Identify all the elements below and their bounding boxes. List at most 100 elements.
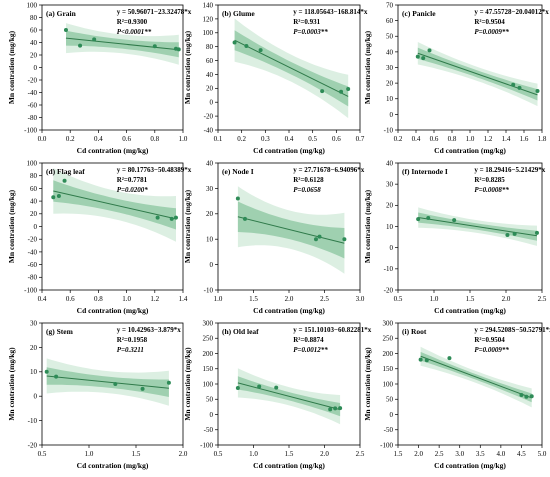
y-tick-label: 50 <box>386 33 394 41</box>
y-tick-label: 0 <box>210 261 214 269</box>
data-point <box>505 232 510 237</box>
p-value: P=0.0009** <box>474 28 509 36</box>
y-tick-label: 20 <box>386 80 394 88</box>
y-tick-label: 300 <box>383 319 394 327</box>
y-tick-label: 20 <box>206 210 214 218</box>
y-tick-label: 100 <box>383 380 394 388</box>
plot-area <box>63 23 181 65</box>
x-tick-label: 2.0 <box>179 450 188 458</box>
x-tick-label: 1.4 <box>179 295 188 303</box>
y-axis-label: Mn contration (mg/kg) <box>7 347 16 421</box>
data-point <box>317 234 322 239</box>
y-tick-label: -60 <box>28 101 38 109</box>
data-point <box>54 374 59 379</box>
x-tick-label: 3.0 <box>455 450 464 458</box>
x-tick-label: 0.6 <box>122 135 131 143</box>
x-tick-label: 0.5 <box>308 135 317 143</box>
r-squared: R²=0.8874 <box>293 336 324 344</box>
x-tick-label: 0.4 <box>38 295 47 303</box>
x-tick-label: 1.8 <box>538 135 547 143</box>
y-tick-label: -20 <box>28 236 38 244</box>
x-axis-label: Cd contration (mg/kg) <box>434 461 506 470</box>
panel-1: 0.0 0.2 0.4 0.6 0.8 1.0 -100 -80 -60 -40 -20 0 20 40 6… <box>7 1 192 155</box>
data-point <box>346 87 351 92</box>
plot-area <box>51 168 178 242</box>
y-axis-label: Mn contration (mg/kg) <box>183 347 192 421</box>
data-point <box>415 54 420 59</box>
x-axis-label: Cd contration (mg/kg) <box>77 146 149 155</box>
p-value: P=0.0003** <box>293 28 328 36</box>
x-tick-label: 0.0 <box>38 135 47 143</box>
x-tick-label: 1.4 <box>502 135 511 143</box>
x-tick-label: 2.5 <box>356 450 365 458</box>
y-tick-label: 80 <box>30 14 38 22</box>
data-point <box>44 369 49 374</box>
regression-equation: y = 294.5208S−50.52791*x <box>474 326 550 334</box>
x-axis-label: Cd contration (mg/kg) <box>434 306 506 315</box>
data-point <box>339 89 344 94</box>
x-tick-label: 1.0 <box>430 295 439 303</box>
x-axis-label: Cd contration (mg/kg) <box>77 306 149 315</box>
y-tick-label: 20 <box>30 210 38 218</box>
r-squared: R²=0.1958 <box>117 336 148 344</box>
y-tick-label: -60 <box>28 261 38 269</box>
x-tick-label: 2.5 <box>320 295 329 303</box>
y-tick-label: 60 <box>30 26 38 34</box>
x-tick-label: 1.2 <box>150 295 159 303</box>
y-tick-label: 100 <box>27 1 38 9</box>
regression-equation: y = 47.55728−20.04012*x <box>474 8 549 16</box>
y-tick-label: 30 <box>206 185 214 193</box>
y-tick-label: -80 <box>28 114 38 122</box>
panel-title: (f) Internode I <box>402 167 448 176</box>
x-tick-label: 0.3 <box>261 135 270 143</box>
data-point <box>534 230 539 235</box>
x-tick-label: 2.5 <box>538 295 547 303</box>
data-point <box>242 216 247 221</box>
data-point <box>342 237 347 242</box>
y-tick-label: 80 <box>30 172 38 180</box>
y-tick-label: -100 <box>24 126 37 134</box>
y-tick-label: 0 <box>390 111 394 119</box>
y-tick-label: -100 <box>200 441 213 449</box>
x-axis-label: Cd contration (mg/kg) <box>434 146 506 155</box>
panel-8: 0.5 1.0 1.5 2.0 2.5 -100 -50 0 50 100 150 200 250 300… <box>183 319 372 470</box>
y-tick-label: 60 <box>30 185 38 193</box>
plot-area <box>235 186 347 274</box>
y-tick-label: -20 <box>28 76 38 84</box>
data-point <box>421 56 426 61</box>
y-tick-label: 120 <box>203 15 214 23</box>
y-tick-label: 0 <box>34 223 38 231</box>
x-tick-label: 0.4 <box>412 135 421 143</box>
y-tick-label: 100 <box>203 380 214 388</box>
x-tick-label: 2.5 <box>435 450 444 458</box>
x-tick-label: 0.5 <box>214 450 223 458</box>
panel-6: 0.5 1.0 1.5 2.0 2.5 -20 -10 0 10 20 30 40 (f) Intern… <box>363 159 547 315</box>
x-tick-label: 1.0 <box>249 450 258 458</box>
data-point <box>427 48 432 53</box>
y-tick-label: 40 <box>386 159 394 167</box>
plot-frame <box>41 4 184 131</box>
y-tick-label: 10 <box>206 236 214 244</box>
x-tick-label: 0.6 <box>66 295 75 303</box>
panel-title: (h) Old leaf <box>222 327 259 336</box>
x-tick-label: 0.7 <box>356 135 365 143</box>
panel-7: 0.5 1.0 1.5 2.0 -20 -10 0 10 20 30 (g) Stem y = 10.… <box>7 319 188 470</box>
y-tick-label: 10 <box>386 223 394 231</box>
fit-line <box>65 37 179 51</box>
y-tick-label: 20 <box>30 51 38 59</box>
y-tick-label: 20 <box>30 344 38 352</box>
x-tick-label: 1.0 <box>214 295 223 303</box>
x-tick-label: 2.0 <box>320 450 329 458</box>
r-squared: R²=0.7781 <box>117 176 148 184</box>
panel-4: 0.4 0.6 0.8 1.0 1.2 1.4 -100 -80 -60 -40 -20 0 20 40 6… <box>7 159 192 315</box>
plot-area <box>232 18 351 119</box>
y-axis-label: Mn contration (mg/kg) <box>7 30 16 104</box>
y-tick-label: 30 <box>30 319 38 327</box>
panel-title: (g) Stem <box>46 327 74 336</box>
plot-frame <box>397 322 543 446</box>
y-tick-label: 140 <box>203 1 214 9</box>
x-axis-label: Cd contration (mg/kg) <box>253 306 325 315</box>
y-tick-label: 0 <box>34 393 38 401</box>
p-value: P=0.0658 <box>293 186 321 194</box>
data-point <box>524 394 529 399</box>
